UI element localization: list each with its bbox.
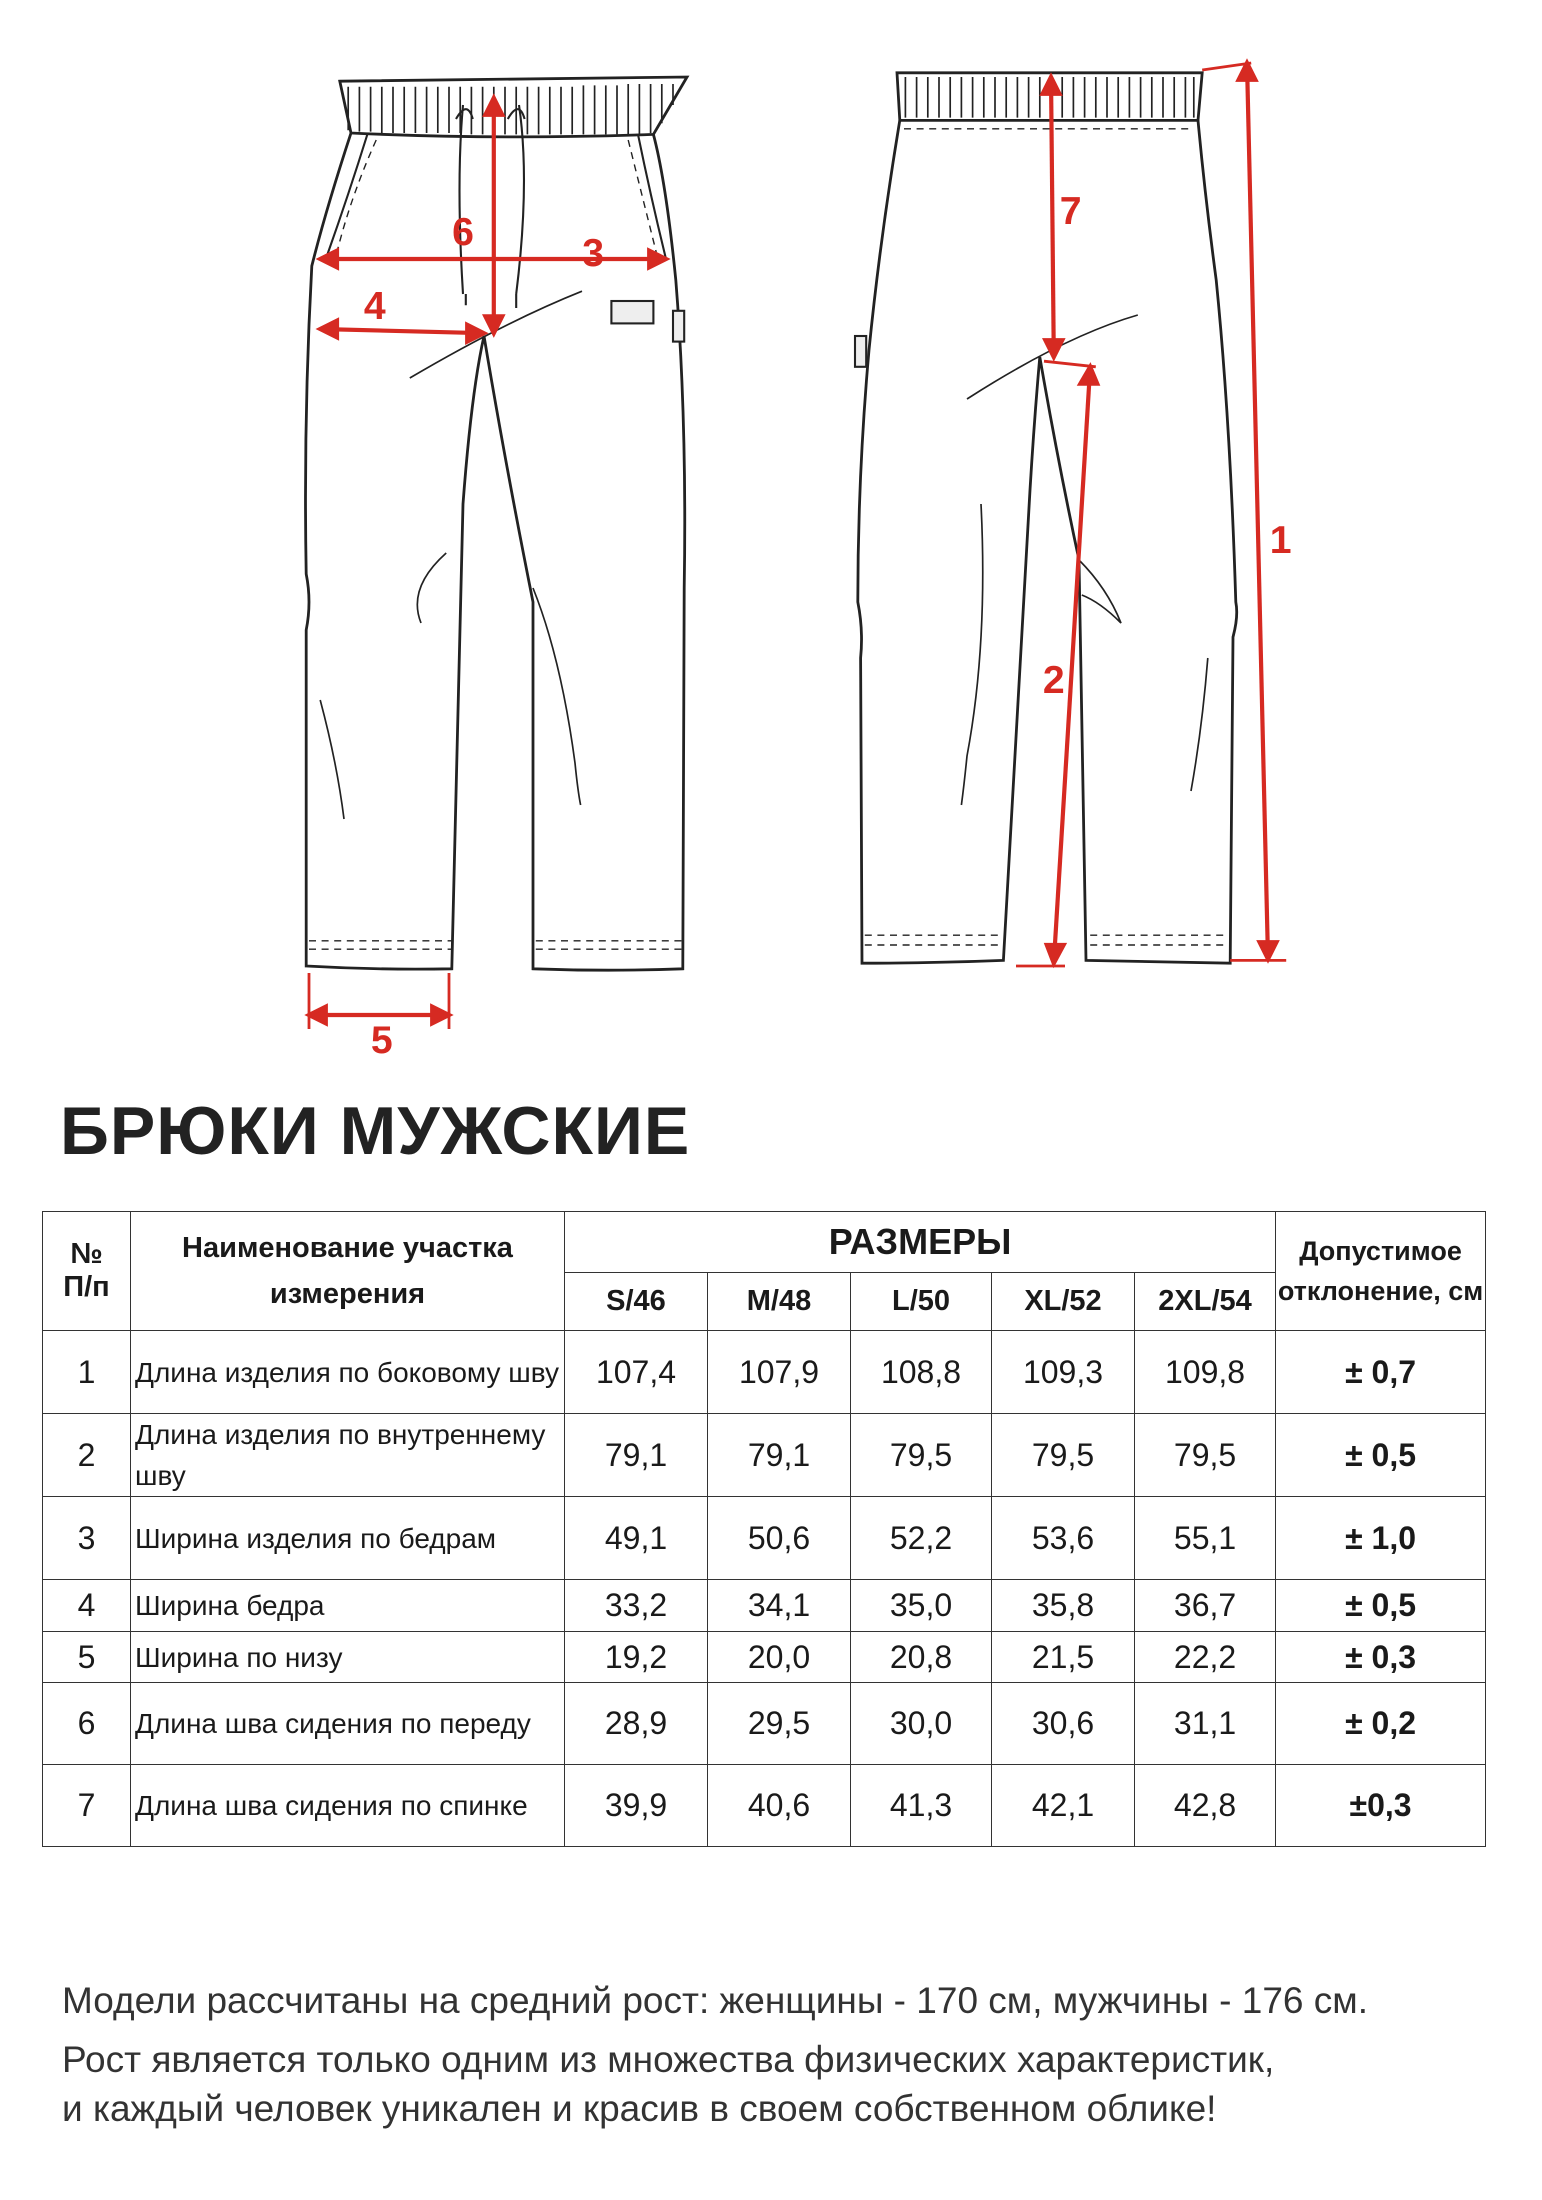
tolerance-value: ± 0,2 xyxy=(1275,1682,1487,1765)
size-value: 42,1 xyxy=(991,1764,1135,1847)
measurement-name: Длина шва сидения по спинке xyxy=(130,1764,565,1847)
table-row: 2 Длина изделия по внутреннему шву 79,1 79,… xyxy=(42,1413,1487,1497)
label-5: 5 xyxy=(371,1019,393,1062)
header-sizes: РАЗМЕРЫ xyxy=(563,1211,1277,1273)
size-value: 35,0 xyxy=(850,1579,992,1632)
size-value: 109,8 xyxy=(1133,1330,1277,1414)
measurement-name: Длина изделия по внутреннему шву xyxy=(130,1413,565,1497)
measurement-name: Ширина бедра xyxy=(130,1579,565,1632)
size-value: 49,1 xyxy=(564,1496,708,1580)
header-number: № П/п xyxy=(42,1211,131,1331)
size-value: 79,5 xyxy=(1133,1413,1277,1497)
measurement-name: Ширина по низу xyxy=(130,1631,565,1683)
header-size: XL/52 xyxy=(991,1272,1135,1331)
size-value: 34,1 xyxy=(707,1579,851,1632)
size-value: 79,1 xyxy=(564,1413,708,1497)
row-number: 7 xyxy=(42,1764,131,1847)
row-number: 4 xyxy=(42,1579,131,1632)
size-value: 79,1 xyxy=(707,1413,851,1497)
size-value: 53,6 xyxy=(991,1496,1135,1580)
row-number: 6 xyxy=(42,1682,131,1765)
size-value: 19,2 xyxy=(564,1631,708,1683)
page-title: БРЮКИ МУЖСКИЕ xyxy=(60,1093,691,1169)
size-value: 28,9 xyxy=(564,1682,708,1765)
size-value: 20,0 xyxy=(707,1631,851,1683)
tolerance-value: ± 0,7 xyxy=(1275,1330,1487,1414)
table-row: 4 Ширина бедра 33,2 34,1 35,0 35,8 36,7 ± 0,5 xyxy=(42,1579,1487,1632)
row-number: 2 xyxy=(42,1413,131,1497)
header-name: Наименование участка измерения xyxy=(130,1211,565,1331)
label-3: 3 xyxy=(582,232,604,275)
pants-measurement-diagram: 1 2 3 4 5 6 7 xyxy=(304,58,1292,1062)
footer-line-2: Рост является только одним из множества … xyxy=(62,2039,1275,2080)
table-row: 3 Ширина изделия по бедрам 49,1 50,6 52,2 53,… xyxy=(42,1496,1487,1580)
size-value: 55,1 xyxy=(1133,1496,1277,1580)
header-size: M/48 xyxy=(707,1272,851,1331)
tolerance-value: ± 0,3 xyxy=(1275,1631,1487,1683)
size-table: № П/п Наименование участка измерения РАЗМ… xyxy=(42,1211,1487,1847)
size-value: 30,6 xyxy=(991,1682,1135,1765)
measurement-labels: 1 2 3 4 5 6 7 xyxy=(364,190,1292,1062)
size-value: 33,2 xyxy=(564,1579,708,1632)
label-7: 7 xyxy=(1060,190,1082,233)
size-value: 42,8 xyxy=(1133,1764,1277,1847)
size-value: 107,9 xyxy=(707,1330,851,1414)
size-value: 40,6 xyxy=(707,1764,851,1847)
row-number: 5 xyxy=(42,1631,131,1683)
size-value: 35,8 xyxy=(991,1579,1135,1632)
back-pants-outline xyxy=(853,71,1239,965)
size-value: 36,7 xyxy=(1133,1579,1277,1632)
label-1: 1 xyxy=(1270,519,1292,562)
header-tolerance: Допустимое отклонение, см xyxy=(1275,1211,1487,1331)
table-row: 7 Длина шва сидения по спинке 39,9 40,6 41,3… xyxy=(42,1764,1487,1847)
size-value: 21,5 xyxy=(991,1631,1135,1683)
table-row: 1 Длина изделия по боковому шву 107,4 107,9… xyxy=(42,1330,1487,1414)
measurement-name: Длина изделия по боковому шву xyxy=(130,1330,565,1414)
size-value: 39,9 xyxy=(564,1764,708,1847)
size-value: 108,8 xyxy=(850,1330,992,1414)
header-size: 2XL/54 xyxy=(1133,1272,1277,1331)
label-2: 2 xyxy=(1043,659,1065,702)
size-value: 31,1 xyxy=(1133,1682,1277,1765)
size-value: 107,4 xyxy=(564,1330,708,1414)
table-row: 5 Ширина по низу 19,2 20,0 20,8 21,5 22,2 ± 0,3 xyxy=(42,1631,1487,1683)
size-value: 109,3 xyxy=(991,1330,1135,1414)
size-value: 52,2 xyxy=(850,1496,992,1580)
header-size: L/50 xyxy=(850,1272,992,1331)
label-6: 6 xyxy=(452,211,474,254)
table-row: 6 Длина шва сидения по переду 28,9 29,5 30,0… xyxy=(42,1682,1487,1765)
size-value: 79,5 xyxy=(850,1413,992,1497)
size-value: 50,6 xyxy=(707,1496,851,1580)
measurement-name: Ширина изделия по бедрам xyxy=(130,1496,565,1580)
size-value: 41,3 xyxy=(850,1764,992,1847)
tolerance-value: ± 0,5 xyxy=(1275,1579,1487,1632)
size-value: 79,5 xyxy=(991,1413,1135,1497)
front-pants-outline xyxy=(304,75,690,972)
tolerance-value: ± 1,0 xyxy=(1275,1496,1487,1580)
measurement-name: Длина шва сидения по переду xyxy=(130,1682,565,1765)
label-4: 4 xyxy=(364,285,386,328)
footer-line-3: и каждый человек уникален и красив в сво… xyxy=(62,2088,1217,2129)
size-value: 29,5 xyxy=(707,1682,851,1765)
row-number: 3 xyxy=(42,1496,131,1580)
tolerance-value: ±0,3 xyxy=(1275,1764,1487,1847)
tolerance-value: ± 0,5 xyxy=(1275,1413,1487,1497)
size-value: 22,2 xyxy=(1133,1631,1277,1683)
measurement-arrows xyxy=(304,58,1287,1029)
footer-line-1: Модели рассчитаны на средний рост: женщи… xyxy=(62,1980,1368,2021)
size-value: 20,8 xyxy=(850,1631,992,1683)
header-size: S/46 xyxy=(564,1272,708,1331)
row-number: 1 xyxy=(42,1330,131,1414)
size-value: 30,0 xyxy=(850,1682,992,1765)
